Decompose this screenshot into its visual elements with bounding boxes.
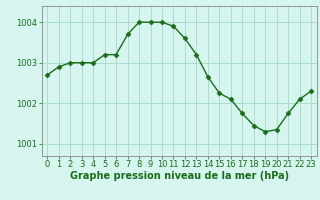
X-axis label: Graphe pression niveau de la mer (hPa): Graphe pression niveau de la mer (hPa): [70, 171, 289, 181]
